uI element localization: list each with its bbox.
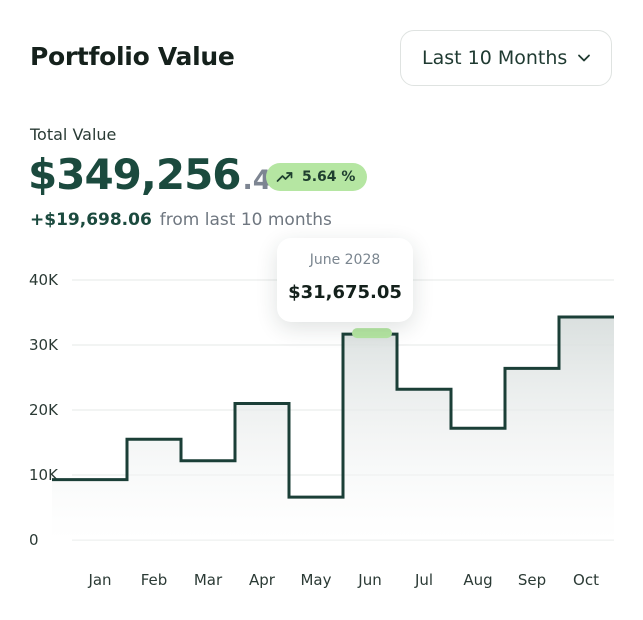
range-select-label: Last 10 Months xyxy=(422,47,568,69)
x-tick-label: Sep xyxy=(518,571,546,589)
portfolio-step-chart: 0 10K 20K 30K 40K Jan Feb Mar Apr May Jun Jul Aug Sep… xyxy=(29,271,614,589)
total-value: $349,256 .45 xyxy=(28,150,290,199)
y-tick-label: 0 xyxy=(29,531,39,549)
x-tick-label: Aug xyxy=(463,571,492,589)
tooltip-date: June 2028 xyxy=(309,252,381,268)
range-select[interactable]: Last 10 Months xyxy=(400,30,612,86)
x-tick-label: Oct xyxy=(573,571,599,589)
x-tick-label: Jan xyxy=(87,571,111,589)
tooltip-value: $31,675.05 xyxy=(288,282,402,303)
change-amount: +$19,698.06 xyxy=(30,210,152,230)
change-percent-text: 5.64 % xyxy=(302,169,356,185)
x-tick-label: Apr xyxy=(249,571,276,589)
y-tick-label: 10K xyxy=(29,466,59,484)
x-tick-label: Jun xyxy=(357,571,381,589)
series-line xyxy=(52,315,614,499)
area-fill xyxy=(52,317,614,540)
change-caption: from last 10 months xyxy=(159,210,332,230)
trend-up-icon xyxy=(276,172,293,182)
y-tick-label: 20K xyxy=(29,401,59,419)
x-tick-label: May xyxy=(300,571,331,589)
y-tick-label: 40K xyxy=(29,271,59,289)
page-title: Portfolio Value xyxy=(30,42,235,71)
highlight-marker xyxy=(352,328,392,339)
x-tick-label: Feb xyxy=(141,571,168,589)
chevron-down-icon xyxy=(578,54,590,62)
total-value-integer: $349,256 xyxy=(28,150,242,199)
x-tick-label: Mar xyxy=(194,571,223,589)
change-row: +$19,698.06 from last 10 months xyxy=(30,210,332,230)
x-tick-label: Jul xyxy=(414,571,433,589)
y-tick-label: 30K xyxy=(29,336,59,354)
total-value-label: Total Value xyxy=(30,125,117,144)
change-percent-badge: 5.64 % xyxy=(266,163,368,191)
chart-tooltip: June 2028 $31,675.05 xyxy=(277,238,413,322)
